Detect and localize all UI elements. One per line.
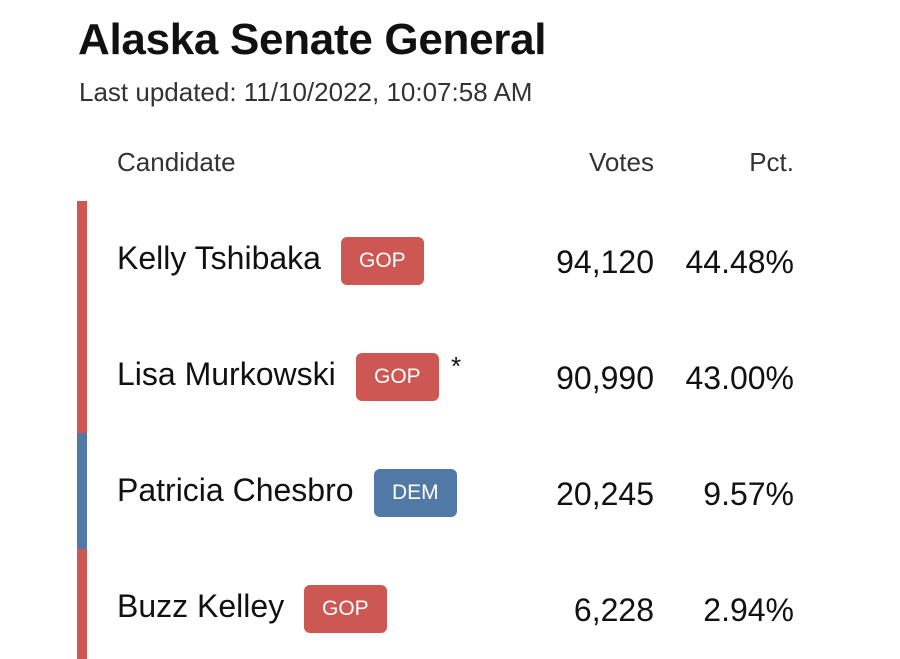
table-row: Lisa Murkowski GOP * 90,990 43.00% [77,317,900,433]
table-row: Patricia Chesbro DEM 20,245 9.57% [77,433,900,549]
page-title: Alaska Senate General [78,15,547,64]
vote-percent: 43.00% [685,360,794,396]
candidate-name: Kelly Tshibaka [117,240,321,276]
party-color-bar [77,433,87,549]
vote-count: 6,228 [573,592,654,628]
last-updated-text: Last updated: 11/10/2022, 10:07:58 AM [79,77,533,107]
incumbent-marker: * [451,351,462,381]
vote-count: 20,245 [556,476,654,512]
column-header-pct: Pct. [749,147,794,177]
party-badge: GOP [356,353,439,401]
table-row: Buzz Kelley GOP 6,228 2.94% [77,549,900,659]
candidate-name: Buzz Kelley [117,588,285,624]
party-color-bar [77,201,87,317]
table-row: Kelly Tshibaka GOP 94,120 44.48% [77,201,900,317]
party-badge: GOP [304,585,387,633]
vote-percent: 44.48% [685,244,794,280]
column-header-candidate: Candidate [117,147,236,177]
candidate-name: Lisa Murkowski [117,356,336,392]
party-badge: DEM [374,469,457,517]
vote-percent: 9.57% [703,476,794,512]
candidate-name: Patricia Chesbro [117,472,354,508]
column-header-votes: Votes [588,147,654,177]
vote-count: 90,990 [556,360,654,396]
party-color-bar [77,549,87,659]
vote-count: 94,120 [556,244,654,280]
vote-percent: 2.94% [703,592,794,628]
party-badge: GOP [341,237,424,285]
party-color-bar [77,317,87,433]
